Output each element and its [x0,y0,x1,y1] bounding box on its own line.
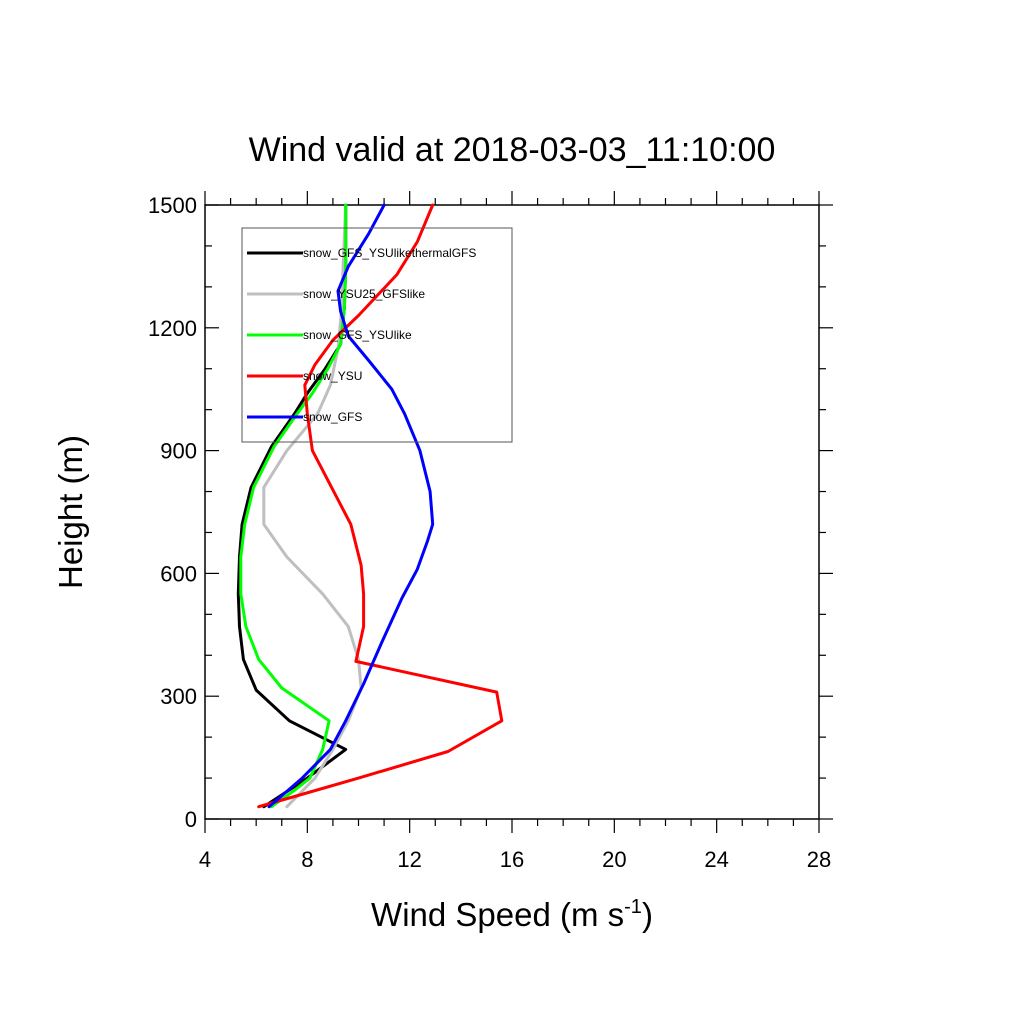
x-axis-label-exponent: -1 [624,896,642,918]
y-tick-label: 0 [185,807,197,832]
x-axis-label-main: Wind Speed (m s [371,896,624,933]
y-tick-label: 900 [160,439,197,464]
y-tick-label: 600 [160,561,197,586]
x-tick-label: 12 [397,847,421,872]
x-axis-label-tail: ) [642,896,653,933]
y-tick-label: 1200 [148,316,197,341]
y-tick-label: 1500 [148,193,197,218]
series-line-snow_GFS_YSUlike [239,203,348,809]
series-lines [236,203,504,809]
x-tick-label: 8 [301,847,313,872]
series-line-snow_YSU25_GFSlike [262,203,363,809]
axis-ticks: 4 8 12 16 20 24 28 0 300 600 900 1200 1500 [148,191,833,872]
y-axis-label: Height (m) [52,435,89,589]
legend-label: snow_GFS_YSUlike [303,328,412,342]
legend-label: snow_GFS_YSUlikethermalGFS [303,246,476,260]
chart-title: Wind valid at 2018-03-03_11:10:00 [249,131,776,169]
legend: snow_GFS_YSUlikethermalGFS snow_YSU25_GFS… [241,227,513,443]
legend-label: snow_YSU [303,369,362,383]
x-tick-label: 28 [807,847,831,872]
legend-label: snow_GFS [303,410,362,424]
series-line-snow_YSU [257,203,504,809]
series-line-snow_GFS [267,203,435,809]
y-tick-label: 300 [160,684,197,709]
legend-box [241,227,513,443]
x-tick-label: 4 [199,847,211,872]
x-tick-label: 24 [704,847,728,872]
x-axis-label: Wind Speed (m s-1) [371,896,653,933]
legend-label: snow_YSU25_GFSlike [303,287,425,301]
x-tick-label: 20 [602,847,626,872]
x-tick-label: 16 [500,847,524,872]
